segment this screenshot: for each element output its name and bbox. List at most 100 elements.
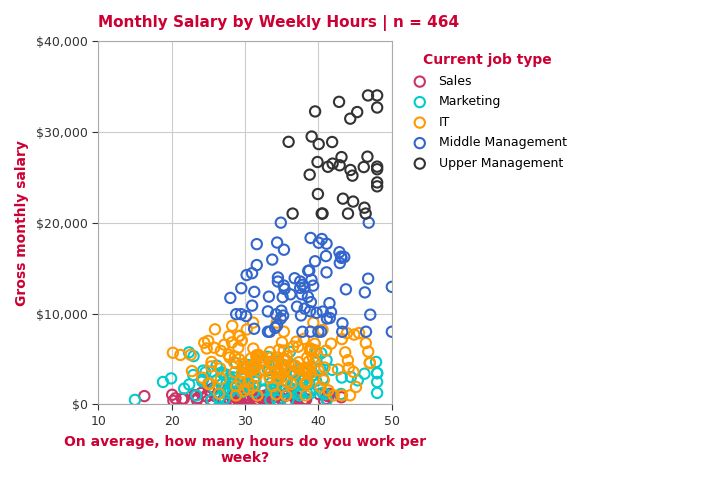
Marketing xyxy=(326,366,338,373)
Upper Management xyxy=(342,210,354,217)
IT xyxy=(278,355,289,363)
Marketing xyxy=(298,376,310,384)
Middle Management xyxy=(362,275,374,283)
IT xyxy=(241,365,253,373)
IT xyxy=(300,392,312,399)
Marketing xyxy=(276,373,287,381)
IT xyxy=(271,319,282,326)
Sales xyxy=(246,389,257,396)
IT xyxy=(276,366,287,373)
Sales xyxy=(253,393,265,401)
Marketing xyxy=(272,367,284,374)
IT xyxy=(298,364,310,372)
IT xyxy=(215,375,227,383)
Marketing xyxy=(258,386,270,394)
Marketing xyxy=(228,373,239,381)
Sales xyxy=(210,392,221,400)
Middle Management xyxy=(386,328,397,336)
Sales xyxy=(234,397,246,405)
Sales xyxy=(269,397,280,405)
Sales xyxy=(207,384,219,392)
Sales xyxy=(290,396,302,404)
IT xyxy=(229,369,240,376)
IT xyxy=(233,332,244,340)
IT xyxy=(305,345,316,352)
IT xyxy=(278,328,289,336)
IT xyxy=(230,353,241,360)
Marketing xyxy=(288,367,300,375)
Middle Management xyxy=(302,267,314,275)
IT xyxy=(251,372,262,380)
Middle Management xyxy=(336,328,348,336)
IT xyxy=(281,378,292,386)
Marketing xyxy=(301,389,312,396)
Sales xyxy=(138,392,150,400)
Marketing xyxy=(268,386,279,394)
Marketing xyxy=(228,380,239,388)
Sales xyxy=(253,396,264,404)
Middle Management xyxy=(275,315,287,323)
Sales xyxy=(336,394,347,401)
Upper Management xyxy=(306,132,318,140)
IT xyxy=(251,392,263,399)
Sales xyxy=(318,397,330,405)
IT xyxy=(364,359,376,366)
Middle Management xyxy=(305,299,317,306)
Marketing xyxy=(197,367,209,374)
IT xyxy=(348,331,360,338)
Middle Management xyxy=(297,328,308,336)
Marketing xyxy=(225,375,236,383)
Middle Management xyxy=(305,234,316,242)
Marketing xyxy=(305,389,317,397)
IT xyxy=(341,329,353,337)
Sales xyxy=(225,392,237,400)
IT xyxy=(354,329,365,337)
Marketing xyxy=(318,375,329,383)
Upper Management xyxy=(344,115,356,122)
IT xyxy=(223,333,235,340)
Marketing xyxy=(279,366,290,374)
Middle Management xyxy=(269,324,281,332)
Middle Management xyxy=(235,284,247,292)
IT xyxy=(238,360,249,368)
Middle Management xyxy=(262,308,274,315)
IT xyxy=(304,347,315,354)
Marketing xyxy=(183,348,194,356)
IT xyxy=(251,356,262,363)
IT xyxy=(230,392,242,399)
Upper Management xyxy=(317,210,328,217)
Marketing xyxy=(262,353,274,360)
Marketing xyxy=(217,371,229,378)
Middle Management xyxy=(320,252,332,260)
Upper Management xyxy=(372,92,383,99)
IT xyxy=(264,374,275,382)
IT xyxy=(233,355,245,363)
Marketing xyxy=(179,385,190,393)
IT xyxy=(213,390,225,397)
Upper Management xyxy=(372,163,383,170)
Marketing xyxy=(317,389,328,396)
Sales xyxy=(321,395,333,403)
Middle Management xyxy=(307,282,319,289)
Sales xyxy=(268,392,279,400)
Sales xyxy=(290,394,302,402)
IT xyxy=(234,332,246,339)
Marketing xyxy=(228,378,239,385)
Upper Management xyxy=(337,195,348,203)
IT xyxy=(276,338,288,346)
Sales xyxy=(240,392,252,399)
Sales xyxy=(300,396,311,404)
Middle Management xyxy=(306,276,318,284)
Marketing xyxy=(129,396,140,404)
Marketing xyxy=(372,369,383,377)
IT xyxy=(282,352,293,360)
Middle Management xyxy=(284,290,296,298)
Marketing xyxy=(321,356,333,364)
Marketing xyxy=(256,357,267,365)
Marketing xyxy=(288,370,300,377)
Middle Management xyxy=(324,300,336,307)
Marketing xyxy=(244,384,256,391)
Middle Management xyxy=(289,275,300,282)
Middle Management xyxy=(248,288,260,296)
IT xyxy=(320,347,332,354)
